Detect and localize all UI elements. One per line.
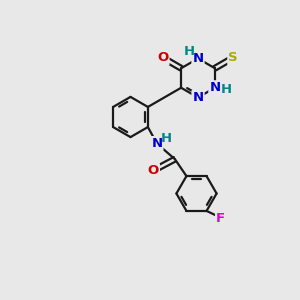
Text: H: H [183, 45, 195, 58]
Text: N: N [209, 81, 220, 94]
Text: N: N [192, 52, 204, 65]
Text: F: F [216, 212, 225, 225]
Text: O: O [148, 164, 159, 177]
Text: H: H [161, 132, 172, 145]
Text: O: O [157, 51, 169, 64]
Text: S: S [228, 51, 238, 64]
Text: N: N [151, 137, 163, 150]
Text: N: N [192, 91, 204, 104]
Text: H: H [221, 83, 232, 96]
